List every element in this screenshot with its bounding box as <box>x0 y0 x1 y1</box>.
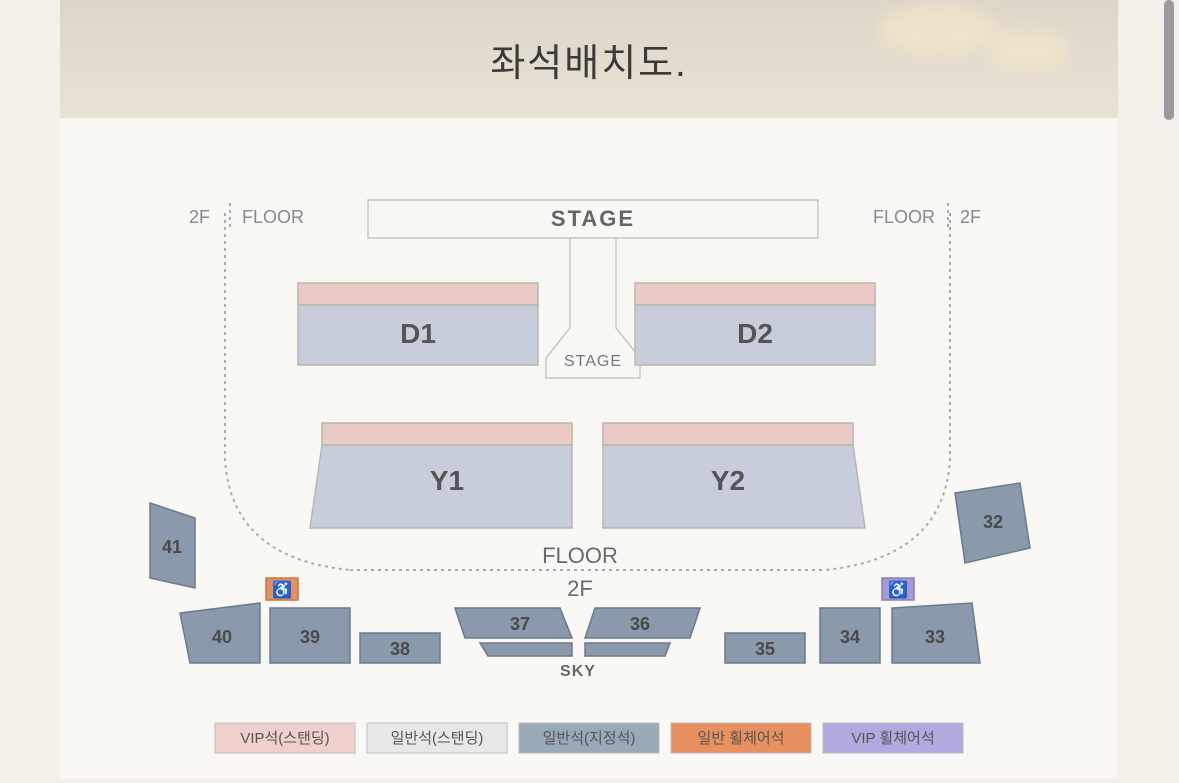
wheelchair-icon: ♿ <box>888 580 908 599</box>
section-y1-vip[interactable] <box>322 423 572 445</box>
section-y1-label: Y1 <box>430 465 464 496</box>
section-d1-label: D1 <box>400 318 436 349</box>
section-41-label: 41 <box>162 537 182 557</box>
section-d1-vip[interactable] <box>298 283 538 305</box>
stage-main-label: STAGE <box>551 206 635 231</box>
wheelchair-icon: ♿ <box>272 580 292 599</box>
section-33-label: 33 <box>925 627 945 647</box>
header-bar: 좌석배치도. <box>60 0 1118 118</box>
page-container: 좌석배치도. 2F FLOOR FLOOR 2F STAGE STAGE D1 <box>0 0 1179 783</box>
legend-label: 일반 휠체어석 <box>698 730 785 747</box>
section-y2-vip[interactable] <box>603 423 853 445</box>
page-title: 좌석배치도. <box>490 32 687 87</box>
section-36-sky[interactable] <box>585 643 670 656</box>
legend-label: 일반석(스탠딩) <box>391 730 484 747</box>
seating-chart-svg: 2F FLOOR FLOOR 2F STAGE STAGE D1 D2 Y1 <box>60 118 1118 778</box>
stage-thrust-label: STAGE <box>564 353 622 370</box>
section-35-label: 35 <box>755 639 775 659</box>
section-38-label: 38 <box>390 639 410 659</box>
label-sky: SKY <box>560 663 596 680</box>
label-2f-bottom: 2F <box>567 576 593 601</box>
label-floor-right: FLOOR <box>873 207 935 227</box>
section-39-label: 39 <box>300 627 320 647</box>
cloud-decoration <box>878 5 998 55</box>
legend-label: VIP 휠체어석 <box>851 730 934 747</box>
section-y2-label: Y2 <box>711 465 745 496</box>
section-34-label: 34 <box>840 627 860 647</box>
section-40-label: 40 <box>212 627 232 647</box>
legend-label: VIP석(스탠딩) <box>240 730 329 747</box>
label-floor-bottom: FLOOR <box>542 543 618 568</box>
section-37-label: 37 <box>510 614 530 634</box>
section-32-label: 32 <box>983 512 1003 532</box>
label-2f-left: 2F <box>189 207 210 227</box>
legend-label: 일반석(지정석) <box>543 730 636 747</box>
section-d2-label: D2 <box>737 318 773 349</box>
legend: VIP석(스탠딩) 일반석(스탠딩) 일반석(지정석) 일반 휠체어석 VIP 휠체어석 <box>215 723 963 753</box>
cloud-decoration <box>988 30 1068 70</box>
label-2f-right: 2F <box>960 207 981 227</box>
seating-chart-body: 2F FLOOR FLOOR 2F STAGE STAGE D1 D2 Y1 <box>60 118 1118 778</box>
section-37-sky[interactable] <box>480 643 572 656</box>
section-d2-vip[interactable] <box>635 283 875 305</box>
label-floor-left: FLOOR <box>242 207 304 227</box>
section-36-label: 36 <box>630 614 650 634</box>
scrollbar-thumb[interactable] <box>1164 0 1174 120</box>
